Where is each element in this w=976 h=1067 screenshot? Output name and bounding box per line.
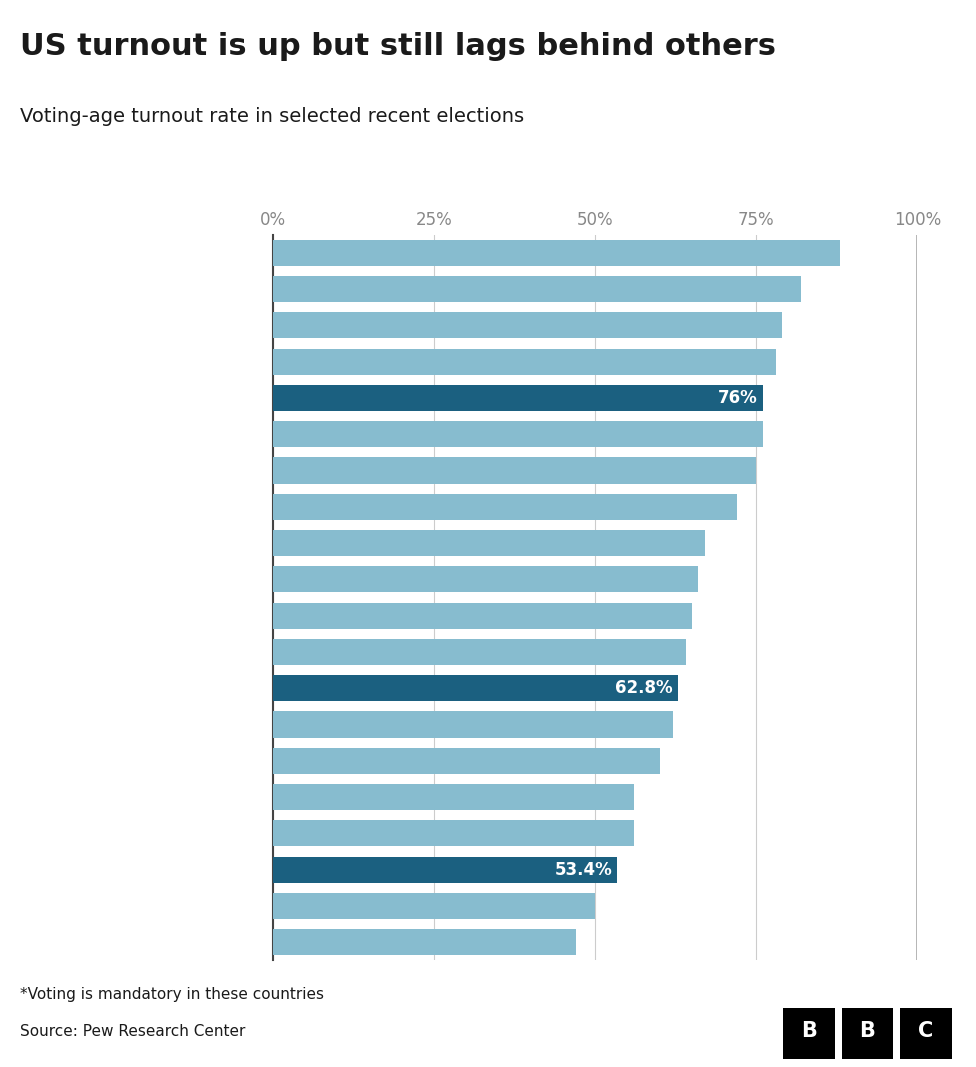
Text: C: C [918, 1021, 934, 1041]
Bar [273, 458, 756, 483]
Text: B: B [801, 1021, 817, 1041]
Bar [273, 857, 617, 882]
Bar [273, 349, 776, 375]
Bar [273, 240, 840, 266]
Bar [273, 893, 595, 919]
Bar [273, 421, 763, 447]
Bar [273, 784, 634, 810]
Text: 53.4%: 53.4% [554, 861, 612, 878]
Bar [273, 567, 699, 592]
Bar [273, 603, 692, 628]
Bar [273, 639, 685, 665]
Text: US turnout is up but still lags behind others: US turnout is up but still lags behind o… [20, 32, 776, 61]
Bar [273, 313, 782, 338]
Bar [273, 821, 634, 846]
Text: 62.8%: 62.8% [615, 680, 672, 697]
FancyBboxPatch shape [783, 1007, 834, 1060]
FancyBboxPatch shape [900, 1007, 952, 1060]
Bar [273, 929, 576, 955]
Text: 76%: 76% [718, 389, 757, 407]
Bar [273, 675, 677, 701]
Bar [273, 385, 763, 411]
Text: Voting-age turnout rate in selected recent elections: Voting-age turnout rate in selected rece… [20, 107, 524, 126]
Bar [273, 530, 705, 556]
Text: Source: Pew Research Center: Source: Pew Research Center [20, 1024, 245, 1039]
FancyBboxPatch shape [841, 1007, 893, 1060]
Text: *Voting is mandatory in these countries: *Voting is mandatory in these countries [20, 987, 323, 1002]
Bar [273, 712, 672, 737]
Text: B: B [860, 1021, 875, 1041]
Bar [273, 276, 801, 302]
Bar [273, 748, 660, 774]
Bar [273, 494, 737, 520]
